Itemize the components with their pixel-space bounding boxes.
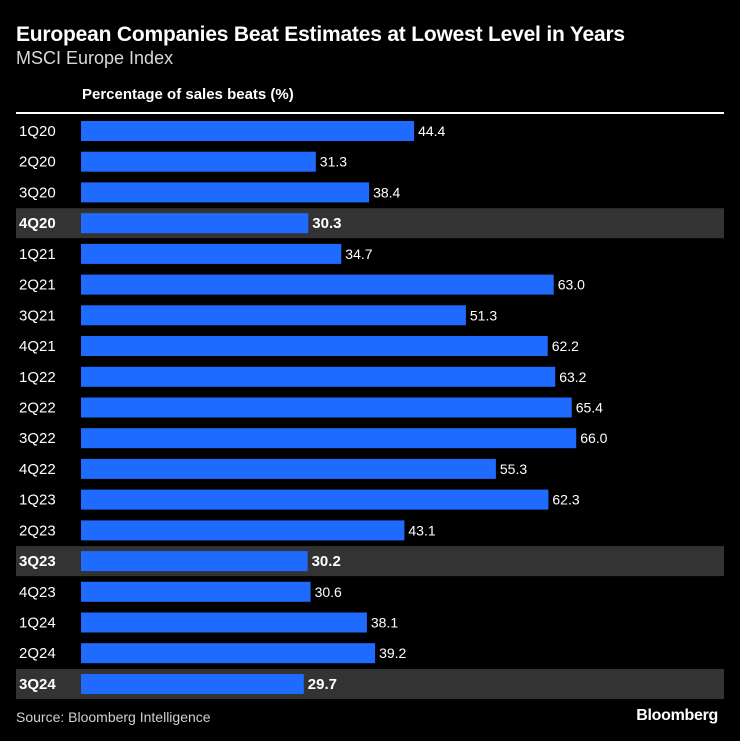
chart-title: European Companies Beat Estimates at Low… <box>16 23 625 46</box>
category-label-3q20: 3Q20 <box>19 184 56 201</box>
bar-4q23 <box>81 581 311 602</box>
value-label-3q21: 51.3 <box>470 307 497 323</box>
category-label-4q21: 4Q21 <box>19 338 56 355</box>
bar-4q21 <box>81 336 548 356</box>
bar-1q20 <box>81 121 415 141</box>
bar-2q23 <box>81 520 405 541</box>
source-note: Source: Bloomberg Intelligence <box>16 709 211 725</box>
value-label-1q23: 62.3 <box>552 492 579 508</box>
value-label-3q24: 29.7 <box>308 676 337 693</box>
value-label-2q23: 43.1 <box>408 522 435 538</box>
bloomberg-logo: Bloomberg <box>636 707 718 724</box>
bar-3q21 <box>81 305 466 326</box>
bar-3q22 <box>81 428 577 449</box>
category-label-1q20: 1Q20 <box>19 123 56 140</box>
bar-2q21 <box>81 274 554 295</box>
chart-subtitle: MSCI Europe Index <box>16 48 174 68</box>
bar-1q21 <box>81 243 342 264</box>
category-label-3q21: 3Q21 <box>19 307 56 324</box>
value-label-2q20: 31.3 <box>320 154 347 170</box>
category-label-1q21: 1Q21 <box>19 246 56 263</box>
category-label-1q22: 1Q22 <box>19 369 56 386</box>
value-label-1q20: 44.4 <box>418 123 445 139</box>
value-label-2q24: 39.2 <box>379 645 406 661</box>
category-label-1q24: 1Q24 <box>19 615 56 632</box>
category-label-2q23: 2Q23 <box>19 522 56 539</box>
value-label-4q21: 62.2 <box>552 338 579 354</box>
bar-4q20 <box>81 213 309 234</box>
bar-1q22 <box>81 366 556 387</box>
value-label-4q22: 55.3 <box>500 461 527 477</box>
value-label-3q20: 38.4 <box>373 184 400 200</box>
value-label-1q21: 34.7 <box>345 246 372 262</box>
value-label-3q22: 66.0 <box>580 430 607 446</box>
category-label-2q21: 2Q21 <box>19 277 56 294</box>
category-label-1q23: 1Q23 <box>19 492 56 509</box>
category-label-4q20: 4Q20 <box>19 215 56 232</box>
header-divider <box>16 112 724 114</box>
category-label-2q20: 2Q20 <box>19 154 56 171</box>
value-label-4q23: 30.6 <box>315 584 342 600</box>
bar-3q24 <box>81 674 304 694</box>
category-label-4q22: 4Q22 <box>19 461 56 478</box>
value-label-4q20: 30.3 <box>312 215 341 232</box>
bar-3q20 <box>81 182 370 203</box>
bar-2q22 <box>81 397 572 418</box>
bar-4q22 <box>81 458 496 479</box>
bar-1q24 <box>81 612 367 633</box>
value-label-3q23: 30.2 <box>312 553 341 570</box>
category-label-2q24: 2Q24 <box>19 645 56 662</box>
category-label-3q23: 3Q23 <box>19 553 56 570</box>
value-label-2q21: 63.0 <box>558 277 585 293</box>
value-label-1q24: 38.1 <box>371 615 398 631</box>
bar-1q23 <box>81 489 549 510</box>
bar-3q23 <box>81 551 308 572</box>
bar-2q24 <box>81 643 376 664</box>
category-label-2q22: 2Q22 <box>19 400 56 417</box>
category-label-4q23: 4Q23 <box>19 584 56 601</box>
value-label-1q22: 63.2 <box>559 369 586 385</box>
category-label-3q22: 3Q22 <box>19 430 56 447</box>
value-label-2q22: 65.4 <box>576 400 603 416</box>
axis-label: Percentage of sales beats (%) <box>82 86 294 103</box>
category-label-3q24: 3Q24 <box>19 676 56 693</box>
bar-2q20 <box>81 151 316 172</box>
